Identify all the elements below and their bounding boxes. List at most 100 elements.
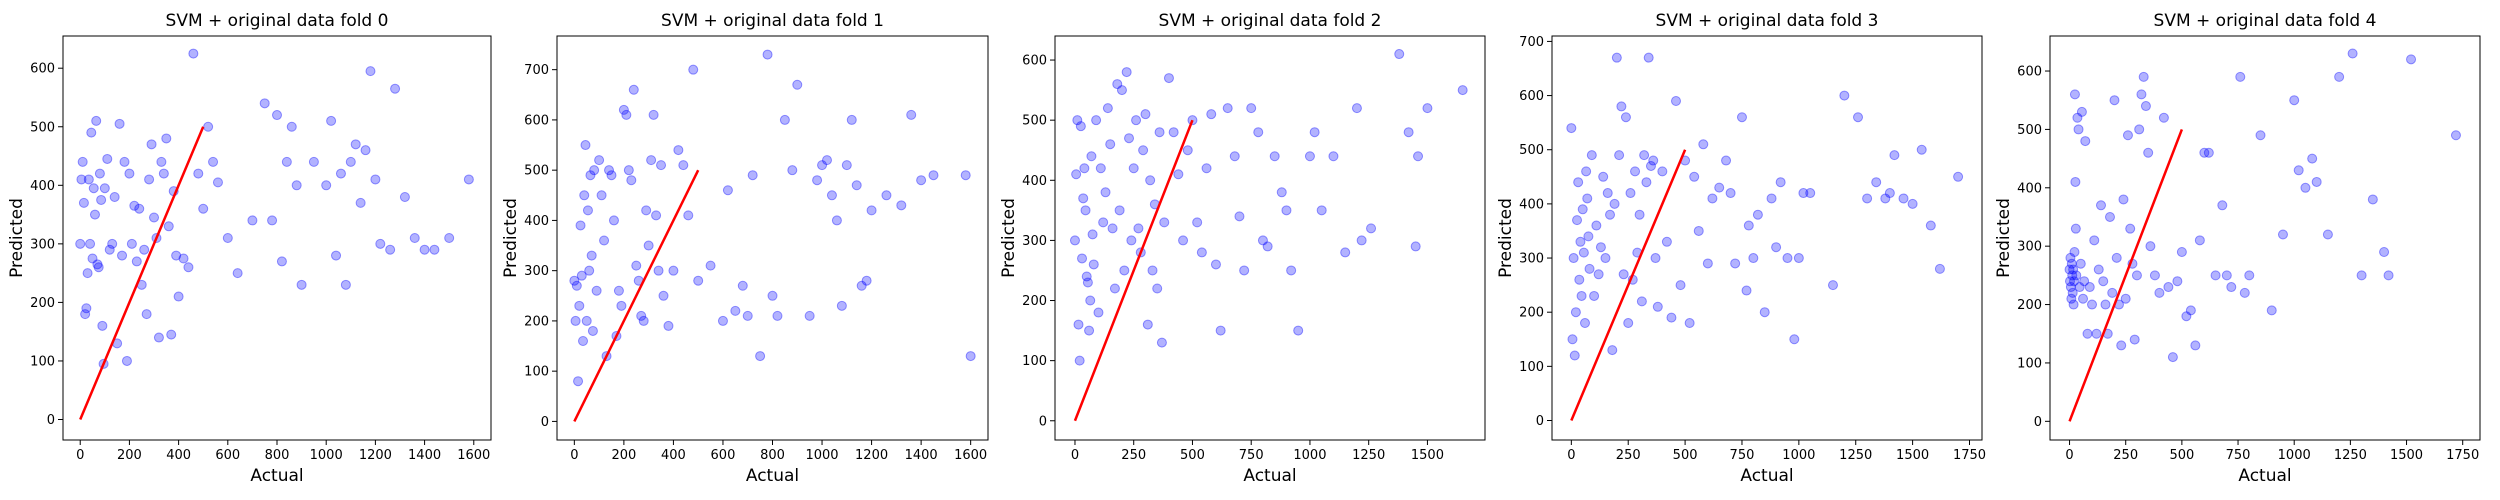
scatter-point (1269, 151, 1280, 162)
scatter-point (1082, 277, 1093, 288)
scatter-point (1121, 67, 1132, 78)
scatter-point (1196, 247, 1207, 258)
scatter-point (651, 210, 662, 221)
scatter-point (772, 310, 783, 321)
scatter-point (158, 168, 169, 179)
scatter-point (102, 153, 113, 164)
y-tick-label: 200 (30, 296, 55, 311)
scatter-point (93, 262, 104, 273)
scatter-point (591, 285, 602, 296)
scatter-point (2069, 247, 2080, 258)
scatter-point (375, 238, 386, 249)
scatter-point (97, 320, 108, 331)
scatter-point (762, 49, 773, 60)
y-tick-label: 300 (1519, 252, 1544, 267)
scatter-point (1286, 265, 1297, 276)
scatter-point (124, 168, 135, 179)
scatter-point (2138, 71, 2149, 82)
scatter-point (656, 160, 667, 171)
scatter-point (1229, 151, 1240, 162)
scatter-point (599, 235, 610, 246)
x-tick-label: 1400 (905, 448, 938, 463)
scatter-point (717, 315, 728, 326)
x-tick-label: 1400 (408, 448, 441, 463)
x-tick-label: 1000 (310, 448, 343, 463)
scatter-point (1609, 198, 1620, 209)
scatter-point (2129, 334, 2140, 345)
scatter-point (1907, 198, 1918, 209)
scatter-point (1586, 150, 1597, 161)
scatter-point (1578, 247, 1589, 258)
scatter-point (621, 109, 632, 120)
scatter-point (643, 240, 654, 251)
x-tick-label: 1500 (2390, 448, 2423, 463)
axes-frame (62, 35, 492, 441)
scatter-point (75, 238, 86, 249)
scatter-point (117, 250, 128, 261)
scatter-point (1591, 220, 1602, 231)
reference-line (1073, 119, 1194, 422)
scatter-point (2091, 328, 2102, 339)
x-tick-label: 0 (1567, 448, 1575, 463)
scatter-point (82, 268, 93, 279)
scatter-point (2070, 223, 2081, 234)
scatter-point (1884, 188, 1895, 199)
scatter-point (91, 115, 102, 126)
scatter-point (1575, 236, 1586, 247)
x-tick-label: 800 (265, 448, 290, 463)
x-tick-label: 1000 (1782, 448, 1815, 463)
scatter-point (2277, 229, 2288, 240)
scatter-point (841, 160, 852, 171)
x-tick-label: 500 (1673, 448, 1698, 463)
scatter-point (2367, 194, 2378, 205)
y-tick-label: 200 (524, 314, 549, 329)
scatter-point (2172, 276, 2183, 287)
scatter-point (78, 197, 89, 208)
scatter-point (1152, 283, 1163, 294)
scatter-point (326, 115, 337, 126)
scatter-point (2064, 276, 2075, 287)
scatter-point (2065, 252, 2076, 263)
scatter-point (2322, 229, 2333, 240)
scatter-point (1652, 301, 1663, 312)
scatter-point (96, 194, 107, 205)
scatter-point (83, 174, 94, 185)
scatter-point (1081, 271, 1092, 282)
scatter-point (355, 197, 366, 208)
scatter-point (1126, 235, 1137, 246)
scatter-point (767, 290, 778, 301)
x-axis-label: Actual (2238, 466, 2291, 486)
scatter-point (2167, 352, 2178, 363)
scatter-point (2109, 95, 2120, 106)
scatter-point (2143, 147, 2154, 158)
reference-line (79, 126, 205, 420)
scatter-point (109, 192, 120, 203)
scatter-point (1645, 160, 1656, 171)
scatter-point (2158, 112, 2169, 123)
scatter-point (596, 190, 607, 201)
scatter-point (1114, 205, 1125, 216)
scatter-point (589, 165, 600, 176)
y-tick-label: 0 (541, 415, 549, 430)
scatter-point (2078, 293, 2089, 304)
scatter-point (648, 109, 659, 120)
scatter-point (1340, 247, 1351, 258)
scatter-point (1623, 318, 1634, 329)
scatter-point (99, 183, 110, 194)
scatter-point (570, 315, 581, 326)
scatter-point (730, 305, 741, 316)
scatter-point (613, 285, 624, 296)
scatter-point (1898, 193, 1909, 204)
scatter-point (399, 192, 410, 203)
scatter-point (1793, 253, 1804, 264)
y-tick-label: 300 (524, 264, 549, 279)
scatter-point (166, 329, 177, 340)
scatter-point (1789, 334, 1800, 345)
axes-frame (1054, 35, 1486, 441)
subplot-title: SVM + original data fold 1 (661, 11, 884, 31)
scatter-point (2289, 95, 2300, 106)
scatter-point (742, 310, 753, 321)
scatter-point (1234, 211, 1245, 222)
subplot-title: SVM + original data fold 0 (166, 11, 389, 31)
scatter-point (1650, 253, 1661, 264)
